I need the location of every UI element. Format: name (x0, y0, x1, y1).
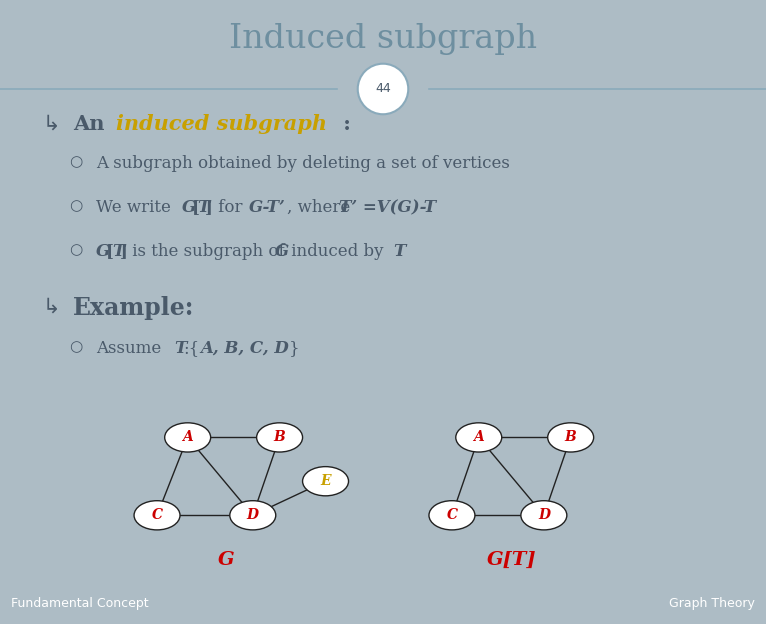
Circle shape (165, 423, 211, 452)
Text: }: } (289, 340, 300, 357)
Text: D: D (247, 509, 259, 522)
Text: induced by: induced by (286, 243, 388, 260)
Text: induced subgraph: induced subgraph (116, 114, 327, 134)
Text: [: [ (106, 243, 113, 260)
Circle shape (456, 423, 502, 452)
Text: G: G (218, 551, 234, 569)
Text: A, B, C, D: A, B, C, D (201, 340, 290, 357)
Text: ○: ○ (69, 340, 82, 354)
Text: Assume: Assume (96, 340, 166, 357)
Text: Example:: Example: (73, 296, 194, 320)
Text: Induced subgraph: Induced subgraph (229, 22, 537, 55)
Text: We write: We write (96, 199, 176, 216)
Text: B: B (273, 431, 286, 444)
Text: C: C (152, 509, 162, 522)
Text: G-T’: G-T’ (249, 199, 286, 216)
Text: G: G (96, 243, 110, 260)
Text: is the subgraph of: is the subgraph of (127, 243, 290, 260)
Text: A: A (473, 431, 484, 444)
Circle shape (303, 467, 349, 496)
Circle shape (429, 500, 475, 530)
Text: 44: 44 (375, 82, 391, 95)
Text: A: A (182, 431, 193, 444)
Text: [: [ (192, 199, 199, 216)
Text: T: T (175, 340, 187, 357)
Text: C: C (447, 509, 457, 522)
Text: :{: :{ (183, 340, 199, 357)
Text: ○: ○ (69, 199, 82, 213)
Text: , where: , where (287, 199, 355, 216)
Text: D: D (538, 509, 550, 522)
Text: ↳: ↳ (42, 296, 60, 316)
Circle shape (548, 423, 594, 452)
Text: A subgraph obtained by deleting a set of vertices: A subgraph obtained by deleting a set of… (96, 155, 509, 172)
Text: G: G (182, 199, 196, 216)
Text: ↳: ↳ (42, 114, 60, 134)
Text: Graph Theory: Graph Theory (669, 597, 755, 610)
Text: T’ =V(G)-T: T’ =V(G)-T (339, 199, 437, 216)
Text: E: E (320, 474, 331, 488)
Text: for: for (213, 199, 247, 216)
Text: An: An (73, 114, 112, 134)
Text: G: G (275, 243, 290, 260)
Circle shape (134, 500, 180, 530)
Text: B: B (565, 431, 577, 444)
Circle shape (230, 500, 276, 530)
Text: ]: ] (119, 243, 127, 260)
Text: ○: ○ (69, 155, 82, 169)
Text: T: T (112, 243, 124, 260)
Text: T: T (198, 199, 210, 216)
Text: ]: ] (205, 199, 213, 216)
Circle shape (257, 423, 303, 452)
Text: G[T]: G[T] (486, 551, 536, 569)
Text: T: T (393, 243, 405, 260)
Circle shape (521, 500, 567, 530)
Text: ○: ○ (69, 243, 82, 256)
Text: Fundamental Concept: Fundamental Concept (11, 597, 149, 610)
Text: :: : (336, 114, 350, 134)
